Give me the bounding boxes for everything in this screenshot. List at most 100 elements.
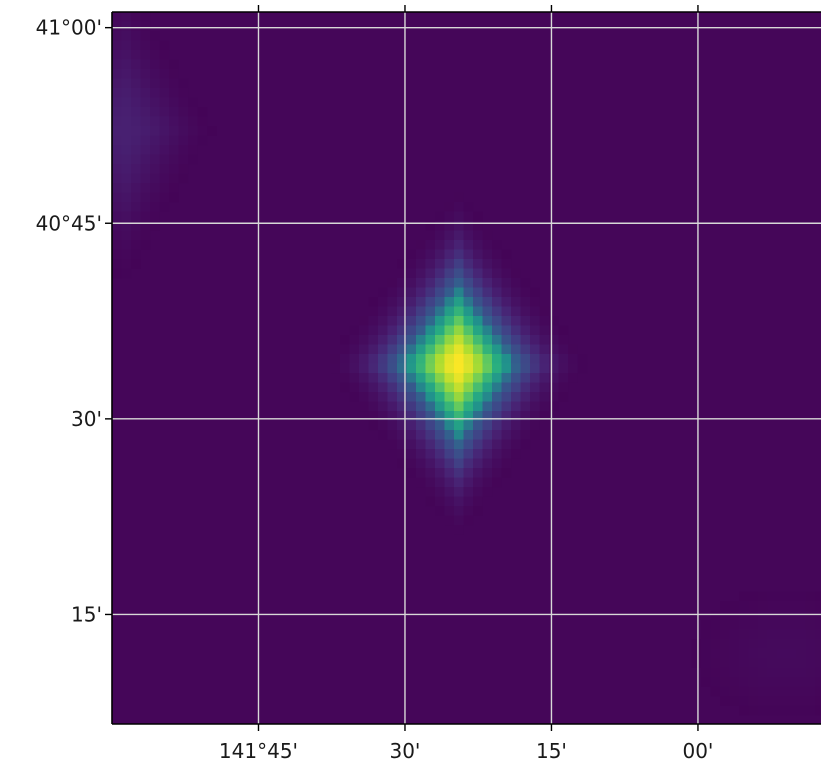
heatmap-cell	[406, 344, 417, 355]
heatmap-cell	[492, 411, 502, 421]
heatmap-cell	[444, 230, 455, 241]
heatmap-cell	[359, 344, 369, 355]
heatmap-cell	[492, 468, 502, 478]
heatmap-cell	[511, 268, 521, 279]
heatmap-cell	[815, 610, 821, 621]
heatmap-cell	[454, 420, 464, 431]
heatmap-cell	[140, 183, 151, 193]
heatmap-cell	[159, 97, 170, 108]
heatmap-cell	[169, 164, 179, 174]
heatmap-cell	[444, 249, 455, 260]
heatmap-cell	[207, 126, 217, 136]
heatmap-cell	[387, 354, 398, 364]
heatmap-cell	[378, 401, 388, 412]
heatmap-cell	[416, 401, 426, 412]
heatmap-cell	[378, 297, 388, 307]
heatmap-cell	[720, 648, 730, 659]
heatmap-cell	[549, 354, 559, 364]
heatmap-cell	[511, 439, 521, 450]
heatmap-cell	[368, 392, 379, 402]
heatmap-cell	[473, 496, 483, 507]
heatmap-cell	[121, 211, 132, 222]
heatmap-cell	[140, 211, 151, 222]
heatmap-cell	[406, 382, 417, 393]
heatmap-cell	[463, 449, 474, 459]
heatmap-cell	[121, 40, 132, 51]
heatmap-cell	[530, 401, 540, 412]
heatmap-cell	[406, 278, 417, 288]
heatmap-cell	[492, 420, 502, 431]
heatmap-cell	[397, 392, 407, 402]
heatmap-cell	[435, 382, 445, 393]
heatmap-cell	[349, 344, 360, 355]
heatmap-cell	[397, 325, 407, 336]
heatmap-cell	[425, 259, 436, 269]
heatmap-cell	[473, 382, 483, 393]
heatmap-cell	[112, 126, 122, 136]
heatmap-cell	[112, 116, 122, 127]
heatmap-cell	[530, 306, 540, 317]
heatmap-cell	[482, 430, 493, 440]
heatmap-cell	[112, 145, 122, 155]
heatmap-cell	[112, 240, 122, 250]
heatmap-cell	[131, 97, 141, 108]
heatmap-cell	[758, 610, 768, 621]
heatmap-cell	[558, 344, 569, 355]
heatmap-cell	[150, 135, 160, 146]
heatmap-cell	[121, 69, 132, 79]
heatmap-cell	[359, 325, 369, 336]
heatmap-cell	[444, 363, 455, 374]
heatmap-cell	[463, 287, 474, 298]
heatmap-cell	[492, 430, 502, 440]
heatmap-cell	[349, 363, 360, 374]
heatmap-cell	[112, 21, 122, 32]
heatmap-cell	[178, 154, 189, 165]
heatmap-cell	[150, 59, 160, 70]
heatmap-cell	[397, 430, 407, 440]
heatmap-cell	[729, 648, 740, 659]
heatmap-cell	[112, 59, 122, 70]
heatmap-cell	[454, 392, 464, 402]
heatmap-cell	[786, 620, 797, 630]
heatmap-cell	[805, 658, 816, 668]
heatmap-cell	[140, 59, 151, 70]
heatmap-cell	[767, 639, 778, 649]
heatmap-cell	[758, 705, 768, 716]
heatmap-cell	[387, 420, 398, 431]
heatmap-cell	[425, 382, 436, 393]
heatmap-cell	[121, 192, 132, 203]
heatmap-cell	[425, 221, 436, 231]
heatmap-cell	[482, 287, 493, 298]
heatmap-cell	[720, 601, 730, 611]
heatmap-cell	[701, 658, 711, 668]
heatmap-cell	[454, 439, 464, 450]
heatmap-cell	[720, 629, 730, 640]
heatmap-cell	[378, 335, 388, 345]
heatmap-cell	[359, 335, 369, 345]
heatmap-cell	[435, 230, 445, 241]
heatmap-cell	[748, 696, 759, 706]
heatmap-cell	[349, 335, 360, 345]
heatmap-cell	[131, 40, 141, 51]
heatmap-cell	[520, 344, 531, 355]
heatmap-cell	[520, 306, 531, 317]
heatmap-cell	[159, 126, 170, 136]
heatmap-cell	[729, 620, 740, 630]
heatmap-cell	[473, 325, 483, 336]
heatmap-cell	[378, 354, 388, 364]
heatmap-cell	[178, 173, 189, 184]
heatmap-cell	[473, 439, 483, 450]
heatmap-cell	[444, 373, 455, 383]
heatmap-cell	[112, 40, 122, 51]
heatmap-cell	[482, 382, 493, 393]
heatmap-cell	[482, 268, 493, 279]
heatmap-cell	[786, 629, 797, 640]
heatmap-cell	[112, 31, 122, 41]
heatmap-cell	[473, 316, 483, 326]
heatmap-cell	[435, 211, 445, 222]
heatmap-cell	[549, 382, 559, 393]
heatmap-cell	[720, 620, 730, 630]
heatmap-cell	[492, 401, 502, 412]
heatmap-cell	[558, 354, 569, 364]
